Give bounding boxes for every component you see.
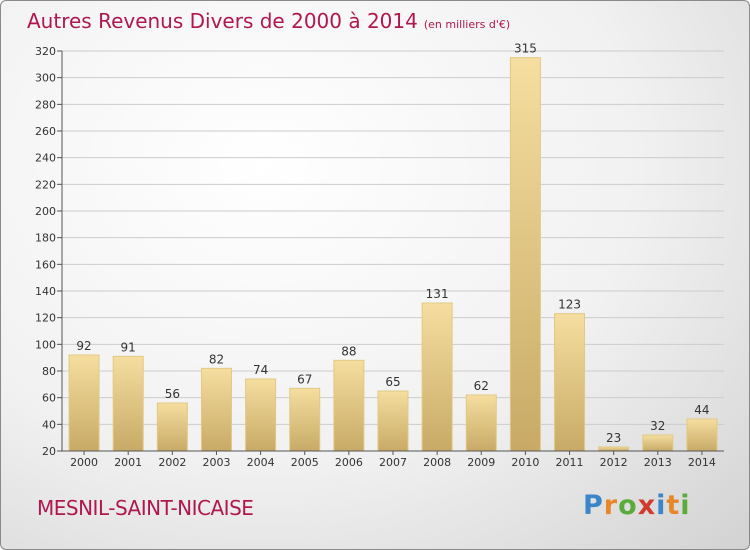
x-tick-label: 2006 [335,456,363,469]
bar [112,355,144,452]
x-tick-label: 2003 [202,456,230,469]
x-tick-label: 2007 [379,456,407,469]
y-tick-label: 80 [42,365,56,378]
x-tick-label: 2010 [511,456,539,469]
y-tick-label: 160 [35,258,56,271]
y-tick-label: 60 [42,392,56,405]
logo-letter: i [656,490,667,521]
data-label: 74 [253,363,268,377]
x-tick-label: 2008 [423,456,451,469]
x-tick-label: 2013 [644,456,672,469]
y-tick-label: 140 [35,285,56,298]
bar [509,57,541,452]
chart-title-unit: (en milliers d'€) [423,18,511,31]
grid-lines [62,50,724,425]
y-tick-label: 240 [35,152,56,165]
y-tick-label: 260 [35,125,56,138]
chart-title: Autres Revenus Divers de 2000 à 2014 (en … [27,9,510,33]
logo-letter: r [603,490,619,521]
data-label: 92 [76,339,91,353]
x-tick-label: 2012 [600,456,628,469]
data-label: 56 [165,387,180,401]
chart-title-main: Autres Revenus Divers de 2000 à 2014 [27,9,418,33]
bar [156,402,188,452]
data-label: 32 [650,419,665,433]
bar [642,434,674,452]
bar [200,367,232,452]
bar [421,302,453,452]
bar [554,313,586,452]
data-label: 23 [606,431,621,445]
y-tick-label: 180 [35,232,56,245]
data-label: 82 [209,352,224,366]
y-tick-label: 20 [42,445,56,458]
data-label: 131 [426,287,449,301]
x-tick-label: 2002 [158,456,186,469]
y-tick-label: 220 [35,178,56,191]
x-tick-label: 2005 [291,456,319,469]
logo-letter: x [637,490,657,521]
data-label: 67 [297,372,312,386]
x-tick-label: 2011 [556,456,584,469]
data-label: 123 [558,298,581,312]
logo-letter: t [666,490,681,521]
y-tick-label: 200 [35,205,56,218]
x-tick-label: 2014 [688,456,716,469]
data-label: 88 [341,344,356,358]
bar [377,390,409,452]
labels: 20 40 60 80 100 120 140 160 180 200 220 240 260 280 30… [35,42,716,469]
logo-letter: i [680,490,691,521]
bars [68,57,718,452]
y-tick-label: 120 [35,312,56,325]
y-tick-label: 280 [35,98,56,111]
data-label: 65 [385,375,400,389]
x-tick-label: 2009 [467,456,495,469]
bar [333,359,365,452]
data-label: 62 [474,379,489,393]
x-tick-label: 2004 [247,456,275,469]
bar [686,418,718,452]
y-tick-label: 40 [42,418,56,431]
proxiti-logo: Proxiti [583,490,691,521]
bar [245,378,277,452]
data-label: 44 [694,403,709,417]
y-tick-label: 300 [35,72,56,85]
bar [465,394,497,452]
logo-letter: o [618,490,638,521]
x-tick-label: 2001 [114,456,142,469]
bar [289,387,321,452]
bar [598,446,630,452]
x-tick-label: 2000 [70,456,98,469]
commune-name: MESNIL-SAINT-NICAISE [37,496,254,520]
y-tick-label: 320 [35,45,56,58]
data-label: 315 [514,42,537,56]
bar [68,354,100,452]
axes [57,50,724,455]
y-tick-label: 100 [35,338,56,351]
logo-letter: P [583,490,604,521]
data-label: 91 [121,340,136,354]
